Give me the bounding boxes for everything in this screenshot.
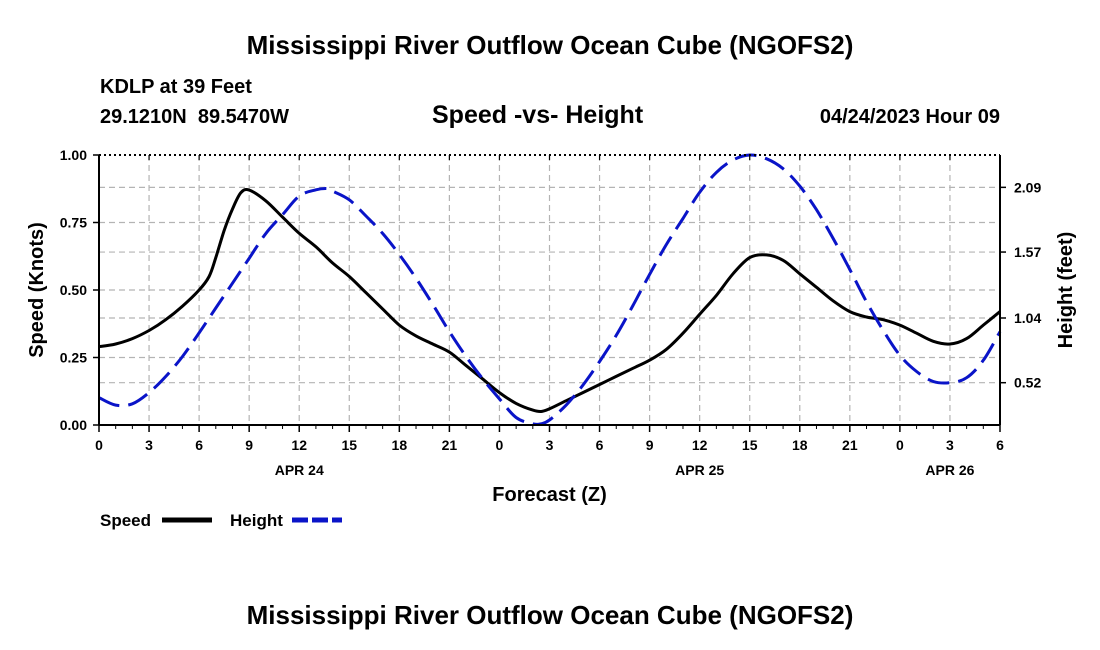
y-tick-label: 0.75 xyxy=(60,215,87,231)
x-tick-label: 12 xyxy=(692,437,708,453)
speed-series-line xyxy=(98,188,1001,414)
station-label: KDLP at 39 Feet xyxy=(100,76,252,98)
x-tick-label: 6 xyxy=(596,437,604,453)
x-tick-label: 21 xyxy=(442,437,458,453)
y-tick-label: 0.00 xyxy=(60,417,87,433)
date-label: APR 24 xyxy=(275,462,324,478)
x-tick-label: 18 xyxy=(792,437,808,453)
height-series-line xyxy=(98,153,1002,426)
x-tick-label: 15 xyxy=(341,437,357,453)
x-tick-label: 0 xyxy=(496,437,504,453)
date-label: APR 26 xyxy=(925,462,974,478)
series-layer xyxy=(98,153,1002,426)
x-tick-label: 3 xyxy=(946,437,954,453)
chart-legend: Speed Height xyxy=(100,511,342,530)
x-tick-label: 9 xyxy=(245,437,253,453)
x-tick-label: 12 xyxy=(291,437,307,453)
y-axis-title: Speed (Knots) xyxy=(26,222,48,358)
y-tick-label: 1.00 xyxy=(60,147,87,163)
forecast-datetime: 04/24/2023 Hour 09 xyxy=(819,106,1000,128)
x-tick-label: 3 xyxy=(145,437,153,453)
grid-layer xyxy=(99,155,1000,425)
x-tick-label: 9 xyxy=(646,437,654,453)
x-tick-label: 6 xyxy=(996,437,1004,453)
y2-tick-label: 2.09 xyxy=(1014,179,1041,195)
bottom-chart-title: Mississippi River Outflow Ocean Cube (NG… xyxy=(246,600,854,630)
y-tick-label: 0.50 xyxy=(60,282,87,298)
axis-ticks xyxy=(93,154,1006,432)
x-tick-label: 15 xyxy=(742,437,758,453)
chart-subtitle: Speed -vs- Height xyxy=(432,101,644,129)
y2-tick-label: 0.52 xyxy=(1014,375,1041,391)
x-tick-label: 0 xyxy=(896,437,904,453)
date-label: APR 25 xyxy=(675,462,724,478)
station-coordinates: 29.1210N 89.5470W xyxy=(100,106,290,128)
axis-labels: 0 3 6 9 12 15 18 21 0 3 6 9 12 15 18 21 0 3 6 APR 24 APR 25 A… xyxy=(26,147,1077,506)
chart-title: Mississippi River Outflow Ocean Cube (NG… xyxy=(246,30,854,60)
y2-tick-label: 1.57 xyxy=(1014,244,1041,260)
x-tick-label: 18 xyxy=(392,437,408,453)
y-tick-label: 0.25 xyxy=(60,350,87,366)
x-tick-label: 3 xyxy=(546,437,554,453)
y2-tick-label: 1.04 xyxy=(1014,310,1041,326)
legend-label-speed: Speed xyxy=(100,511,151,530)
legend-label-height: Height xyxy=(230,511,283,530)
x-axis-title: Forecast (Z) xyxy=(492,484,606,506)
x-tick-label: 0 xyxy=(95,437,103,453)
y2-axis-title: Height (feet) xyxy=(1055,232,1077,349)
speed-height-chart: 0 3 6 9 12 15 18 21 0 3 6 9 12 15 18 21 0 3 6 APR 24 APR 25 A… xyxy=(26,147,1077,530)
x-tick-label: 6 xyxy=(195,437,203,453)
x-tick-label: 21 xyxy=(842,437,858,453)
